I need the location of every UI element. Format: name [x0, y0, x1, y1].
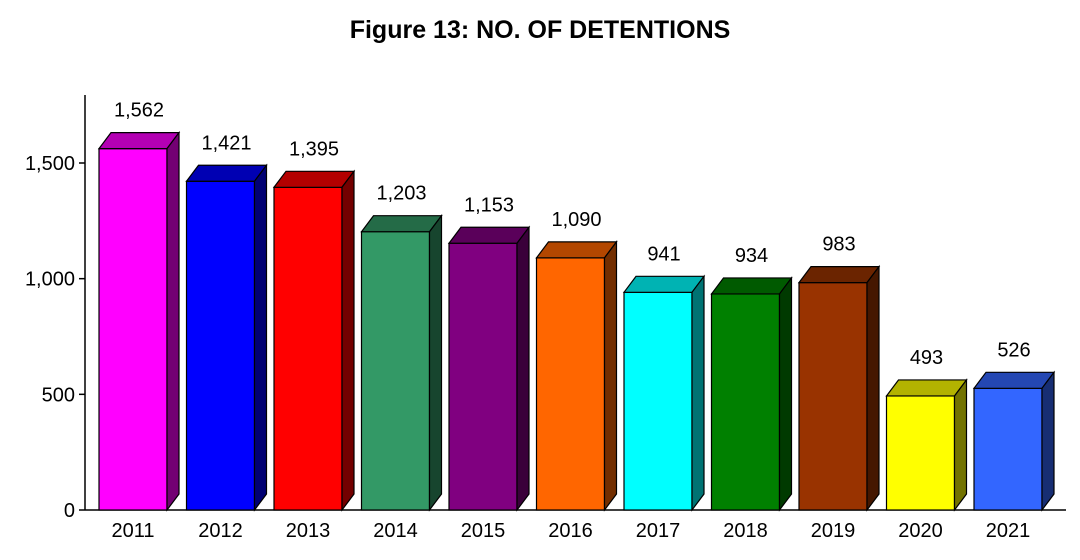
bar-side [953, 378, 968, 512]
bar-front [98, 148, 168, 511]
bar-front [798, 281, 868, 511]
x-tick-label: 2013 [286, 520, 331, 542]
bar-front [973, 387, 1043, 511]
bar [97, 130, 181, 512]
bar [972, 370, 1056, 512]
y-tick-label: 1,500 [25, 153, 75, 175]
bar [360, 213, 443, 512]
chart-title: Figure 13: NO. OF DETENTIONS [349, 16, 731, 44]
bar-top [447, 226, 531, 244]
bar-side [1041, 370, 1055, 512]
y-tick-label: 0 [64, 500, 75, 522]
bar-side [691, 274, 705, 512]
value-label: 526 [997, 339, 1030, 361]
value-label: 1,090 [551, 209, 601, 231]
y-tick-label: 500 [42, 384, 75, 406]
bar-side [253, 163, 268, 512]
bar-front [535, 257, 606, 511]
value-label: 941 [647, 243, 680, 265]
x-tick-label: 2011 [111, 520, 154, 542]
bar [447, 225, 531, 512]
bar-top [622, 275, 706, 293]
x-tick-label: 2015 [461, 520, 506, 542]
value-label: 1,421 [201, 132, 251, 154]
bar-front [360, 231, 431, 511]
value-label: 1,153 [464, 194, 514, 216]
bars [97, 130, 1056, 512]
x-tick-label: 2019 [811, 520, 856, 542]
bar-top [710, 277, 793, 295]
x-tick-label: 2017 [636, 520, 681, 542]
bar-side [866, 264, 880, 512]
bar-front [185, 180, 256, 511]
value-label: 983 [822, 234, 855, 256]
labels: 0 500 1,000 1,500 1,562 2011 1,421 2012 1,395 201… [25, 100, 1031, 542]
bar-side [603, 240, 618, 512]
bar-side [166, 130, 180, 512]
bar-front [885, 395, 956, 511]
bar-top [885, 379, 968, 397]
bar-top [272, 170, 356, 188]
bar-front [623, 291, 693, 511]
bar-side [428, 213, 443, 512]
bar [622, 274, 706, 512]
bar-top [535, 241, 618, 259]
x-tick-label: 2020 [898, 520, 943, 542]
y-tick-label: 1,000 [25, 269, 75, 291]
bar [710, 276, 793, 512]
bar-side [341, 169, 355, 512]
value-label: 1,395 [289, 138, 339, 160]
bar-side [778, 276, 793, 512]
x-tick-label: 2014 [373, 520, 418, 542]
x-tick-label: 2012 [198, 520, 243, 542]
x-tick-label: 2021 [986, 520, 1031, 542]
x-tick-label: 2016 [548, 520, 593, 542]
bar-top [185, 164, 268, 182]
value-label: 493 [910, 347, 943, 369]
bar [797, 264, 881, 512]
value-label: 1,203 [376, 183, 426, 205]
bar-front [448, 242, 518, 511]
bar [535, 240, 618, 512]
bar-side [516, 225, 530, 512]
bar [185, 163, 268, 512]
bar-front [710, 293, 781, 511]
bar-top [360, 215, 443, 233]
value-label: 1,562 [114, 100, 164, 122]
bar-front [273, 186, 343, 511]
bar-top [797, 265, 881, 284]
bar-top [97, 132, 181, 150]
bar-top [972, 371, 1056, 389]
x-tick-label: 2018 [723, 520, 768, 542]
bar [272, 169, 356, 512]
value-label: 934 [735, 245, 768, 267]
bar [885, 378, 968, 512]
